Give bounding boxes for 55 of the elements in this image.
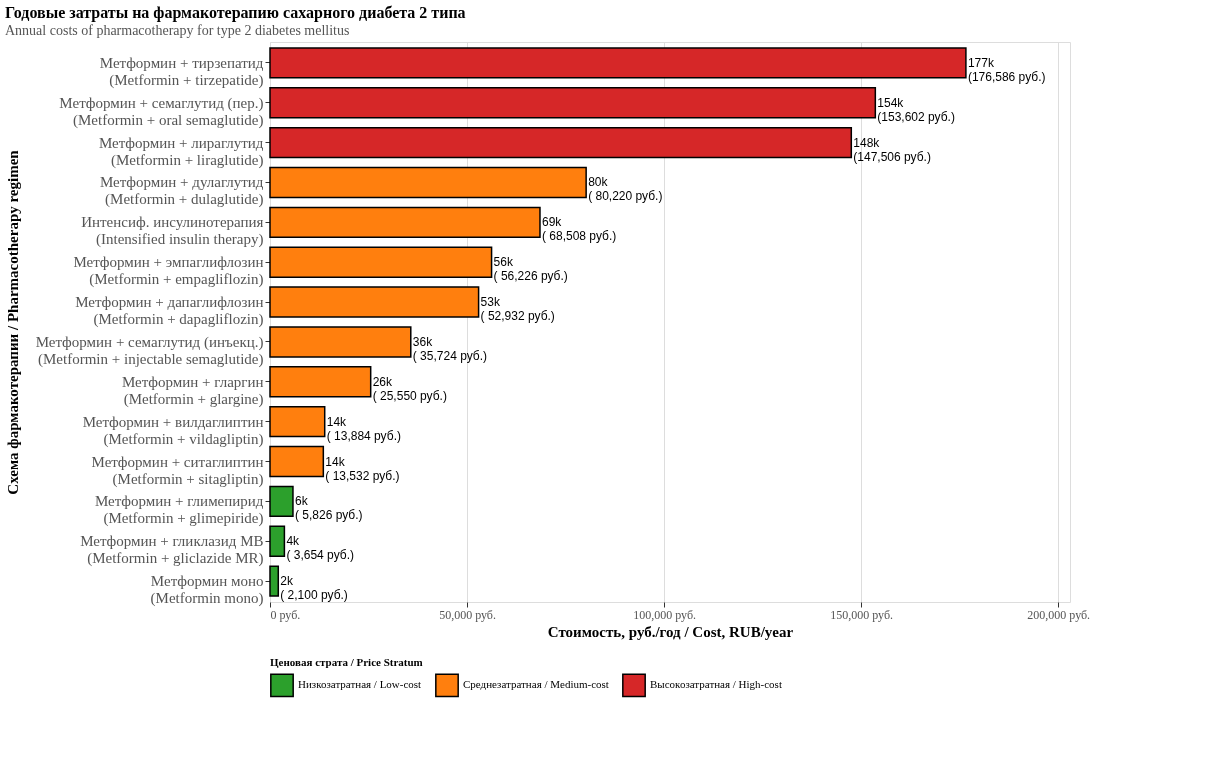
bar: [269, 525, 286, 557]
y-tick-label: Метформин + семаглутид (инъекц.) (Metformin + injectable semaglutide): [35, 333, 264, 368]
y-tick-label: Метформин + гликлазид MB (Metformin + gliclazide MR): [80, 533, 264, 568]
legend-label: Среднезатратная / Medium-cost: [463, 678, 609, 691]
x-tick-label: 0 руб.: [270, 607, 301, 622]
y-tick-label: Метформин + тирзепатид (Metformin + tirzepatide): [99, 54, 264, 89]
bar: [269, 87, 877, 119]
x-axis-title: Стоимость, руб./год / Cost, RUB/year: [547, 623, 794, 640]
data-label: 36k ( 35,724 руб.): [412, 334, 488, 363]
bar: [269, 246, 493, 278]
bar: [269, 326, 412, 358]
legend-label: Низкозатратная / Low-cost: [298, 678, 422, 691]
legend-title: Ценовая страта / Price Stratum: [270, 656, 423, 668]
data-label: 56k ( 56,226 руб.): [493, 255, 568, 284]
y-tick-label: Метформин + глимепирид (Metformin + glimepiride): [94, 493, 264, 528]
bar: [269, 366, 372, 398]
data-label: 14k ( 13,532 руб.): [325, 454, 400, 483]
data-label: 2k ( 2,100 руб.): [280, 574, 348, 603]
bar: [269, 405, 326, 438]
data-label: 148k (147,506 руб.): [853, 135, 931, 164]
chart-subtitle: Annual costs of pharmacotherapy for type 2 diabetes mellitus: [5, 23, 350, 38]
y-tick-label: Метформин + гларгин (Metformin + glargine): [121, 373, 264, 408]
x-tick-label: 50,000 руб.: [439, 607, 496, 622]
data-label: 26k ( 25,550 руб.): [372, 374, 447, 403]
bar: [269, 47, 967, 79]
y-tick-label: Метформин + семаглутид (пер.) (Metformin + oral semaglutide): [59, 94, 264, 129]
bar: [269, 485, 294, 518]
y-tick-label: Метформин + вилдаглиптин (Metformin + vildagliptin): [82, 413, 264, 448]
bar: [269, 286, 480, 318]
x-tick-label: 150,000 руб.: [830, 607, 894, 622]
chart-title: Годовые затраты на фармакотерапию сахарного диабета 2 типа: [5, 4, 466, 22]
y-tick-label: Метформин + ситаглиптин (Metformin + sitagliptin): [91, 453, 264, 488]
data-label: 53k ( 52,932 руб.): [480, 295, 555, 324]
bar: [269, 206, 541, 239]
y-tick-label: Метформин моно (Metformin mono): [150, 573, 264, 608]
data-label: 6k ( 5,826 руб.): [294, 494, 363, 523]
x-tick-label: 200,000 руб.: [1027, 607, 1091, 622]
data-label: 14k ( 13,884 руб.): [326, 414, 401, 443]
y-tick-label: Метформин + дулаглутид (Metformin + dulaglutide): [99, 174, 264, 209]
bar: [269, 166, 587, 199]
x-tick-label: 100,000 руб.: [633, 607, 696, 622]
data-label: 154k (153,602 руб.): [877, 95, 955, 124]
bar: [269, 126, 853, 159]
y-tick-label: Метформин + лираглутид (Metformin + liraglutide): [98, 134, 264, 169]
y-tick-label: Метформин + дапаглифлозин (Metformin + dapagliflozin): [75, 294, 264, 329]
data-label: 69k ( 68,508 руб.): [541, 215, 617, 244]
y-tick-label: Интенсиф. инсулинотерапия (Intensified insulin therapy): [81, 214, 264, 249]
data-label: 80k ( 80,220 руб.): [588, 175, 663, 204]
data-label: 4k ( 3,654 руб.): [286, 534, 354, 563]
data-label: 177k (176,586 руб.): [967, 55, 1046, 84]
y-axis-title: Схема фармакотерапии / Pharmacotherapy regimen: [4, 149, 21, 495]
legend-label: Высокозатратная / High-cost: [650, 678, 782, 691]
y-tick-label: Метформин + эмпаглифлозин (Metformin + empagliflozin): [73, 254, 264, 289]
bar: [269, 445, 325, 478]
bar: [269, 565, 280, 597]
